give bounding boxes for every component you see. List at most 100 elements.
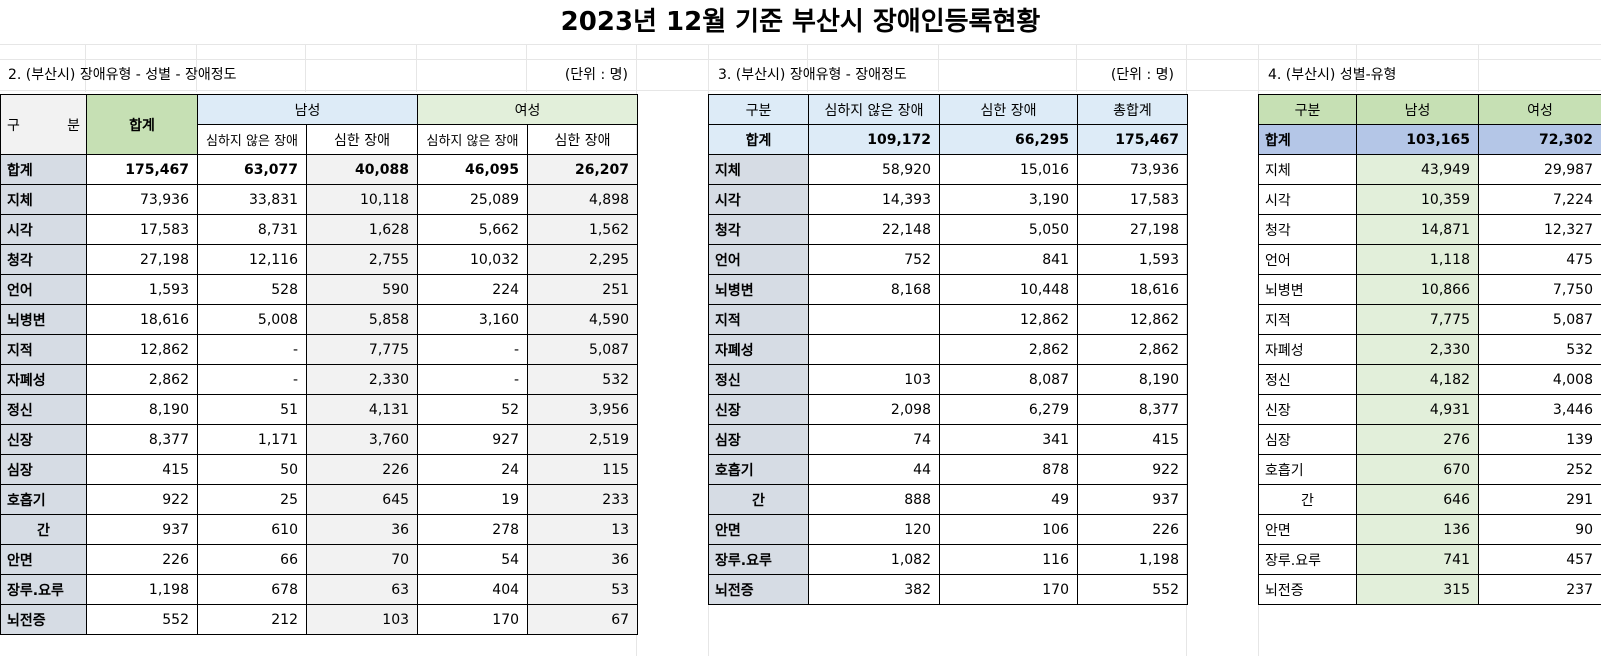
row-label: 장루.요루	[1258, 544, 1357, 575]
row-label: 심장	[708, 424, 809, 455]
cell-value: 115	[527, 454, 639, 485]
cell-value: 17,583	[86, 214, 198, 245]
row-label: 지체	[0, 184, 87, 215]
row-label: 뇌전증	[0, 604, 87, 635]
row-label: 지체	[708, 154, 809, 185]
cell-value: 1,171	[197, 424, 307, 455]
cell-value: -	[417, 364, 529, 395]
cell-value: 12,116	[197, 244, 307, 275]
cell-value: 58,920	[808, 154, 940, 185]
cell-value: 63	[305, 574, 419, 605]
table-row: 지체 43,949 29,987	[1258, 154, 1601, 185]
cell-value: 1,593	[1077, 244, 1188, 275]
row-label: 뇌병변	[1258, 274, 1357, 305]
row-label: 시각	[0, 214, 87, 245]
cell-value: 26,207	[527, 154, 639, 185]
cell-value: 27,198	[86, 244, 198, 275]
cell-value: 12,862	[1077, 304, 1188, 335]
cell-value: 49	[939, 484, 1078, 515]
row-label: 시각	[708, 184, 809, 215]
table-row: 뇌전증 382 170 552	[708, 574, 1188, 605]
header-gubun: 구분	[708, 94, 809, 125]
total-label: 합계	[708, 124, 809, 155]
table-row: 언어 752 841 1,593	[708, 244, 1188, 275]
cell-value: 1,562	[527, 214, 639, 245]
cell-value: 532	[527, 364, 639, 395]
cell-male: 136	[1356, 514, 1479, 545]
row-label: 지체	[1258, 154, 1357, 185]
row-label: 자폐성	[708, 334, 809, 365]
cell-value	[808, 334, 940, 365]
row-label: 청각	[0, 244, 87, 275]
cell-value: 14,393	[808, 184, 940, 215]
cell-value: 36	[305, 514, 419, 545]
row-label: 신장	[708, 394, 809, 425]
cell-male: 1,118	[1356, 244, 1479, 275]
cell-value: 2,862	[86, 364, 198, 395]
cell-value: 937	[1077, 484, 1188, 515]
cell-value: 251	[527, 274, 639, 305]
cell-value: 73,936	[86, 184, 198, 215]
table-row: 안면 136 90	[1258, 514, 1601, 545]
cell-value: 5,858	[305, 304, 419, 335]
cell-value: 922	[86, 484, 198, 515]
cell-value: 106	[939, 514, 1078, 545]
cell-male: 43,949	[1356, 154, 1479, 185]
cell-male: 7,775	[1356, 304, 1479, 335]
header-severe: 심한 장애	[939, 94, 1078, 125]
row-label: 간	[1258, 484, 1357, 515]
cell-value: 678	[197, 574, 307, 605]
cell-value: 752	[808, 244, 940, 275]
cell-value: 5,087	[527, 334, 639, 365]
table-row: 정신 103 8,087 8,190	[708, 364, 1188, 395]
cell-value: 1,198	[1077, 544, 1188, 575]
cell-value: 18,616	[1077, 274, 1188, 305]
cell-value: 13	[527, 514, 639, 545]
table-row: 청각 14,871 12,327	[1258, 214, 1601, 245]
total-label: 합계	[1258, 124, 1357, 155]
row-label: 심장	[0, 454, 87, 485]
table-row: 지적 12,862 12,862	[708, 304, 1188, 335]
cell-value: 7,775	[305, 334, 419, 365]
cell-female: 291	[1478, 484, 1601, 515]
table-row: 간 888 49 937	[708, 484, 1188, 515]
cell-value: 8,190	[86, 394, 198, 425]
cell-value: 3,956	[527, 394, 639, 425]
cell-value: 552	[1077, 574, 1188, 605]
table-type-gender-severity: 구 분 합계 남성 여성 심하지 않은 장애 심한 장애 심하지 않은 장애 심…	[0, 94, 639, 635]
cell-value: 341	[939, 424, 1078, 455]
cell-value: 1,593	[86, 274, 198, 305]
cell-value: 22,148	[808, 214, 940, 245]
cell-value: 170	[417, 604, 529, 635]
row-label: 간	[708, 484, 809, 515]
row-label: 청각	[1258, 214, 1357, 245]
row-label: 뇌병변	[708, 274, 809, 305]
cell-value: 10,118	[305, 184, 419, 215]
row-label: 호흡기	[0, 484, 87, 515]
cell-male: 2,330	[1356, 334, 1479, 365]
cell-value: 175,467	[86, 154, 198, 185]
total-female: 72,302	[1478, 124, 1601, 155]
cell-value: 4,898	[527, 184, 639, 215]
total-grand: 175,467	[1077, 124, 1188, 155]
cell-value: 51	[197, 394, 307, 425]
cell-value: 54	[417, 544, 529, 575]
table-row: 심장 276 139	[1258, 424, 1601, 455]
cell-value: 53	[527, 574, 639, 605]
cell-value: 226	[1077, 514, 1188, 545]
cell-female: 5,087	[1478, 304, 1601, 335]
cell-male: 741	[1356, 544, 1479, 575]
table-row: 심장 415 50 226 24 115	[0, 454, 639, 485]
cell-value: 120	[808, 514, 940, 545]
table-row: 호흡기 670 252	[1258, 454, 1601, 485]
cell-value: 382	[808, 574, 940, 605]
cell-value: 116	[939, 544, 1078, 575]
table-row: 자폐성 2,862 2,862	[708, 334, 1188, 365]
table-row: 시각 14,393 3,190 17,583	[708, 184, 1188, 215]
cell-value: 36	[527, 544, 639, 575]
cell-value: 103	[808, 364, 940, 395]
cell-value: 922	[1077, 454, 1188, 485]
row-label: 신장	[0, 424, 87, 455]
section-title-4: 4. (부산시) 성별-유형	[1268, 67, 1397, 83]
cell-value: 226	[86, 544, 198, 575]
